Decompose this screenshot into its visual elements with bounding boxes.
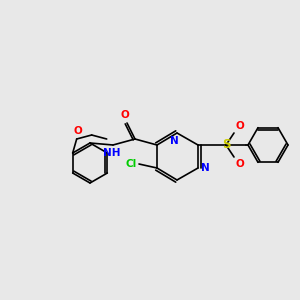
Text: O: O	[121, 110, 129, 120]
Text: NH: NH	[103, 148, 121, 158]
Text: N: N	[169, 136, 178, 146]
Text: O: O	[236, 159, 245, 169]
Text: N: N	[201, 163, 210, 173]
Text: Cl: Cl	[126, 159, 137, 169]
Text: O: O	[73, 126, 82, 136]
Text: S: S	[222, 139, 230, 152]
Text: O: O	[236, 121, 245, 131]
